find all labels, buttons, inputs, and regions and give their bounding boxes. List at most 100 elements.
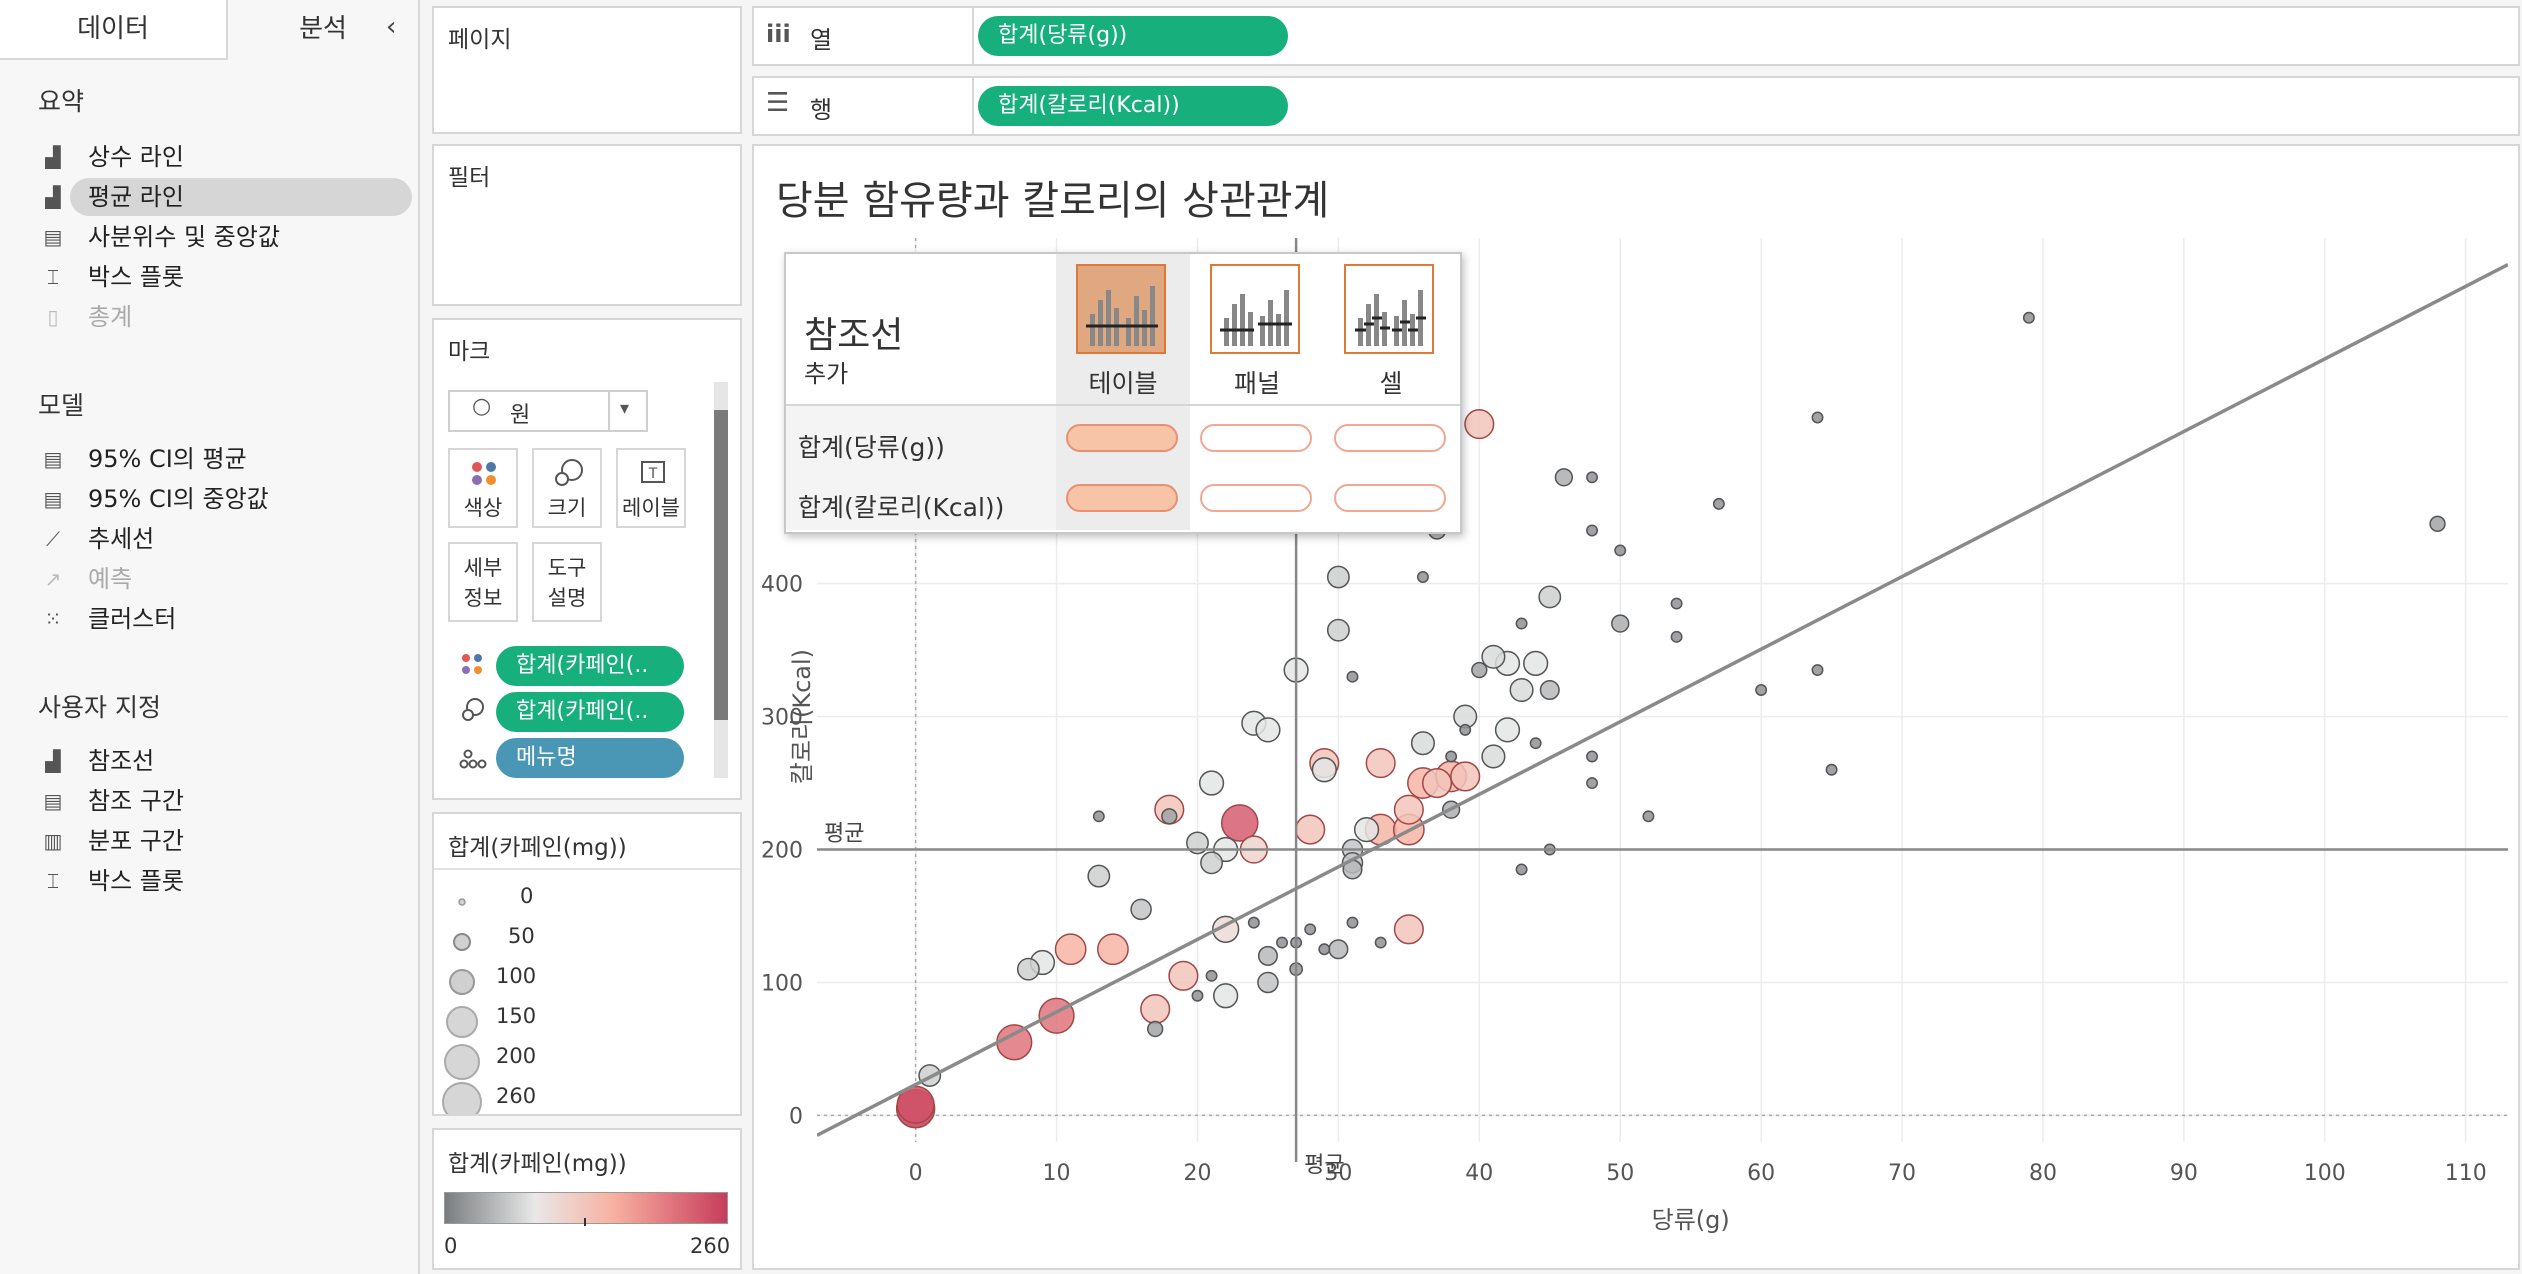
- y-cell-target[interactable]: [1334, 484, 1446, 512]
- dropdown-divider: [608, 392, 610, 430]
- item-quartiles-median[interactable]: ▤ 사분위수 및 중앙값: [38, 218, 408, 256]
- pages-card[interactable]: 페이지: [432, 6, 742, 134]
- data-point: [1326, 565, 1350, 589]
- size-legend-value: 100: [496, 964, 537, 988]
- item-label: 분포 구간: [88, 827, 184, 855]
- mark-type-dropdown[interactable]: ○ 원 ▾: [448, 390, 648, 432]
- x-table-target[interactable]: [1066, 424, 1178, 452]
- item-box-plot[interactable]: ⌶ 박스 플롯: [38, 258, 408, 296]
- marks-scrollbar-track[interactable]: [714, 382, 728, 778]
- box-plot-icon: ⌶: [47, 869, 59, 893]
- marks-scrollbar-thumb[interactable]: [714, 410, 728, 720]
- size-icon: [534, 458, 600, 488]
- item-label: 95% CI의 평균: [88, 445, 247, 473]
- data-point: [1346, 916, 1359, 929]
- forecast-icon: ↗: [44, 567, 62, 591]
- item-constant-line[interactable]: ▟ 상수 라인: [38, 138, 408, 176]
- section-summary-title: 요약: [38, 87, 85, 116]
- item-custom-box-plot[interactable]: ⌶ 박스 플롯: [38, 862, 408, 900]
- item-trend-line[interactable]: ⟋ 추세선: [38, 520, 408, 558]
- data-point: [1539, 679, 1560, 701]
- data-point: [1346, 670, 1359, 683]
- size-legend-card: 합계(카페인(mg)) 0 50 100 150 200 260: [432, 812, 742, 1116]
- data-point: [1097, 933, 1129, 966]
- data-point: [1494, 717, 1521, 743]
- section-custom-title: 사용자 지정: [38, 693, 161, 722]
- data-point: [1712, 497, 1725, 510]
- item-label: 95% CI의 중앙값: [88, 485, 269, 513]
- item-reference-line[interactable]: ▟ 참조선: [38, 742, 408, 780]
- tab-analysis[interactable]: 분석: [228, 0, 418, 58]
- scope-cell[interactable]: 셀: [1324, 254, 1458, 404]
- data-point: [1186, 831, 1209, 855]
- x-cell-target[interactable]: [1334, 424, 1446, 452]
- marks-color-button[interactable]: 색상: [448, 448, 518, 528]
- item-median-ci[interactable]: ▤ 95% CI의 중앙값: [38, 480, 408, 518]
- rows-icon: ☰: [766, 88, 790, 118]
- item-average-line[interactable]: ▟ 평균 라인: [45, 178, 412, 216]
- item-label: 상수 라인: [88, 143, 184, 171]
- data-point: [1410, 731, 1435, 756]
- scope-table[interactable]: 테이블: [1056, 254, 1190, 404]
- x-tick-label: 20: [1183, 1161, 1211, 1186]
- size-legend-title: 합계(카페인(mg)): [448, 835, 627, 861]
- data-point: [1213, 983, 1239, 1009]
- rows-pill[interactable]: 합계(칼로리(Kcal)): [978, 86, 1288, 126]
- scope-pane[interactable]: 패널: [1190, 254, 1324, 404]
- x-tick-label: 40: [1465, 1161, 1493, 1186]
- data-point: [1529, 737, 1542, 750]
- pages-title: 페이지: [448, 27, 512, 53]
- color-encoding-icon: [458, 650, 488, 684]
- data-point: [1393, 914, 1424, 945]
- mark-type-label: 원: [510, 403, 531, 428]
- item-reference-band[interactable]: ▤ 참조 구간: [38, 782, 408, 820]
- data-point: [1670, 630, 1683, 643]
- tab-data[interactable]: 데이터: [0, 0, 228, 60]
- scatter-chart[interactable]: 0 10 20 30 40 50 60 70 80 90 100 110 0 100 200 300 400 당류…: [752, 144, 2516, 1266]
- data-point: [1326, 618, 1350, 642]
- item-cluster[interactable]: ⁙ 클러스터: [38, 600, 408, 638]
- columns-shelf[interactable]: iii 열 합계(당류(g)): [752, 6, 2520, 66]
- size-field-pill[interactable]: 합계(카페인(..: [496, 692, 684, 732]
- item-totals: ▯ 총계: [38, 298, 408, 336]
- color-legend-card: 합계(카페인(mg)) 0 260: [432, 1128, 742, 1270]
- data-point: [1825, 763, 1838, 776]
- marks-tooltip-button[interactable]: 도구 설명: [532, 542, 602, 622]
- collapse-panel-icon[interactable]: ‹: [386, 12, 397, 42]
- x-pane-target[interactable]: [1200, 424, 1312, 452]
- rows-shelf[interactable]: ☰ 행 합계(칼로리(Kcal)): [752, 76, 2520, 136]
- marks-title: 마크: [448, 339, 491, 365]
- size-encoding-icon: [458, 696, 488, 730]
- y-tick-label: 300: [761, 706, 803, 731]
- item-distribution-band[interactable]: ▥ 분포 구간: [38, 822, 408, 860]
- data-point: [1257, 971, 1279, 994]
- section-model-title: 모델: [38, 391, 85, 420]
- item-label: 참조선: [88, 747, 155, 775]
- band-icon: ▤: [43, 789, 63, 813]
- item-label: 박스 플롯: [88, 867, 184, 895]
- y-pane-target[interactable]: [1200, 484, 1312, 512]
- marks-size-button[interactable]: 크기: [532, 448, 602, 528]
- data-point: [1811, 411, 1824, 424]
- viz-title[interactable]: 당분 함유량과 칼로리의 상관관계: [776, 178, 1330, 224]
- data-point: [1353, 816, 1380, 843]
- y-table-target[interactable]: [1066, 484, 1178, 512]
- y-tick-label: 0: [789, 1104, 803, 1129]
- color-field-pill[interactable]: 합계(카페인(..: [496, 646, 684, 686]
- marks-label-button[interactable]: T 레이블: [616, 448, 686, 528]
- item-label: 평균 라인: [88, 183, 184, 211]
- filters-card[interactable]: 필터: [432, 144, 742, 306]
- columns-icon: iii: [766, 20, 791, 48]
- data-point: [1523, 650, 1549, 677]
- detail-field-pill[interactable]: 메뉴명: [496, 738, 684, 778]
- data-point: [1481, 744, 1506, 769]
- y-average-label: 평균: [824, 822, 864, 847]
- item-mean-ci[interactable]: ▤ 95% CI의 평균: [38, 440, 408, 478]
- popup-subtitle: 추가: [804, 360, 849, 388]
- y-tick-label: 100: [761, 971, 803, 996]
- data-point: [1642, 810, 1655, 823]
- columns-pill[interactable]: 합계(당류(g)): [978, 16, 1288, 56]
- tooltip-label-2: 설명: [547, 586, 587, 610]
- marks-detail-button[interactable]: 세부 정보: [448, 542, 518, 622]
- data-point: [1016, 957, 1040, 981]
